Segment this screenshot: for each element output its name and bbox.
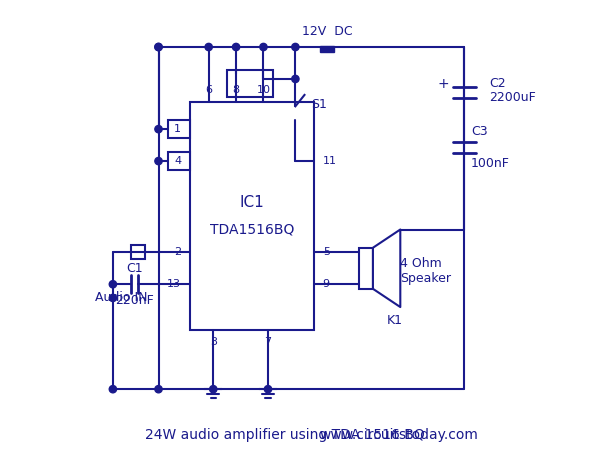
Text: IC1: IC1 xyxy=(240,195,264,210)
Text: www.circuitstoday.com: www.circuitstoday.com xyxy=(319,428,478,442)
Text: 24W audio amplifier using TDA 1516 BQ: 24W audio amplifier using TDA 1516 BQ xyxy=(145,428,424,442)
Text: 5: 5 xyxy=(323,247,329,257)
Text: 100nF: 100nF xyxy=(471,157,510,170)
Circle shape xyxy=(155,43,162,50)
Text: S1: S1 xyxy=(311,98,327,111)
Circle shape xyxy=(260,43,267,50)
Text: 220nF: 220nF xyxy=(115,294,153,307)
Text: 13: 13 xyxy=(167,279,181,289)
Text: C1: C1 xyxy=(126,262,143,275)
Text: 1: 1 xyxy=(174,124,181,134)
Text: 4: 4 xyxy=(174,156,181,166)
Text: 10: 10 xyxy=(256,85,270,95)
Bar xyxy=(167,120,191,138)
Text: 6: 6 xyxy=(205,85,212,95)
Circle shape xyxy=(209,386,217,393)
FancyBboxPatch shape xyxy=(227,70,273,97)
Circle shape xyxy=(155,157,162,165)
Bar xyxy=(359,248,373,289)
Text: 2: 2 xyxy=(174,247,181,257)
Circle shape xyxy=(109,280,116,288)
Text: 3: 3 xyxy=(209,337,217,347)
Text: 12V  DC: 12V DC xyxy=(302,24,353,38)
Circle shape xyxy=(155,386,162,393)
Text: TDA1516BQ: TDA1516BQ xyxy=(210,223,294,236)
Text: 2200uF: 2200uF xyxy=(489,91,536,104)
Circle shape xyxy=(292,75,299,83)
Circle shape xyxy=(233,43,240,50)
Text: C3: C3 xyxy=(471,125,488,138)
Circle shape xyxy=(155,43,162,50)
Bar xyxy=(167,152,191,170)
Polygon shape xyxy=(373,230,400,307)
Text: 11: 11 xyxy=(323,156,337,166)
Text: Audio IN: Audio IN xyxy=(94,291,147,304)
Circle shape xyxy=(205,43,213,50)
Circle shape xyxy=(264,386,272,393)
Text: K1: K1 xyxy=(387,314,403,327)
Circle shape xyxy=(155,125,162,133)
Bar xyxy=(131,246,145,259)
Text: 4 Ohm
Speaker: 4 Ohm Speaker xyxy=(400,257,451,285)
Circle shape xyxy=(109,294,116,302)
Text: C2: C2 xyxy=(489,77,506,90)
Bar xyxy=(320,45,334,52)
Text: 8: 8 xyxy=(233,85,239,95)
FancyBboxPatch shape xyxy=(191,102,314,330)
Circle shape xyxy=(292,43,299,50)
Text: 7: 7 xyxy=(264,337,272,347)
Text: 9: 9 xyxy=(323,279,330,289)
Circle shape xyxy=(109,386,116,393)
Text: +: + xyxy=(438,77,449,90)
